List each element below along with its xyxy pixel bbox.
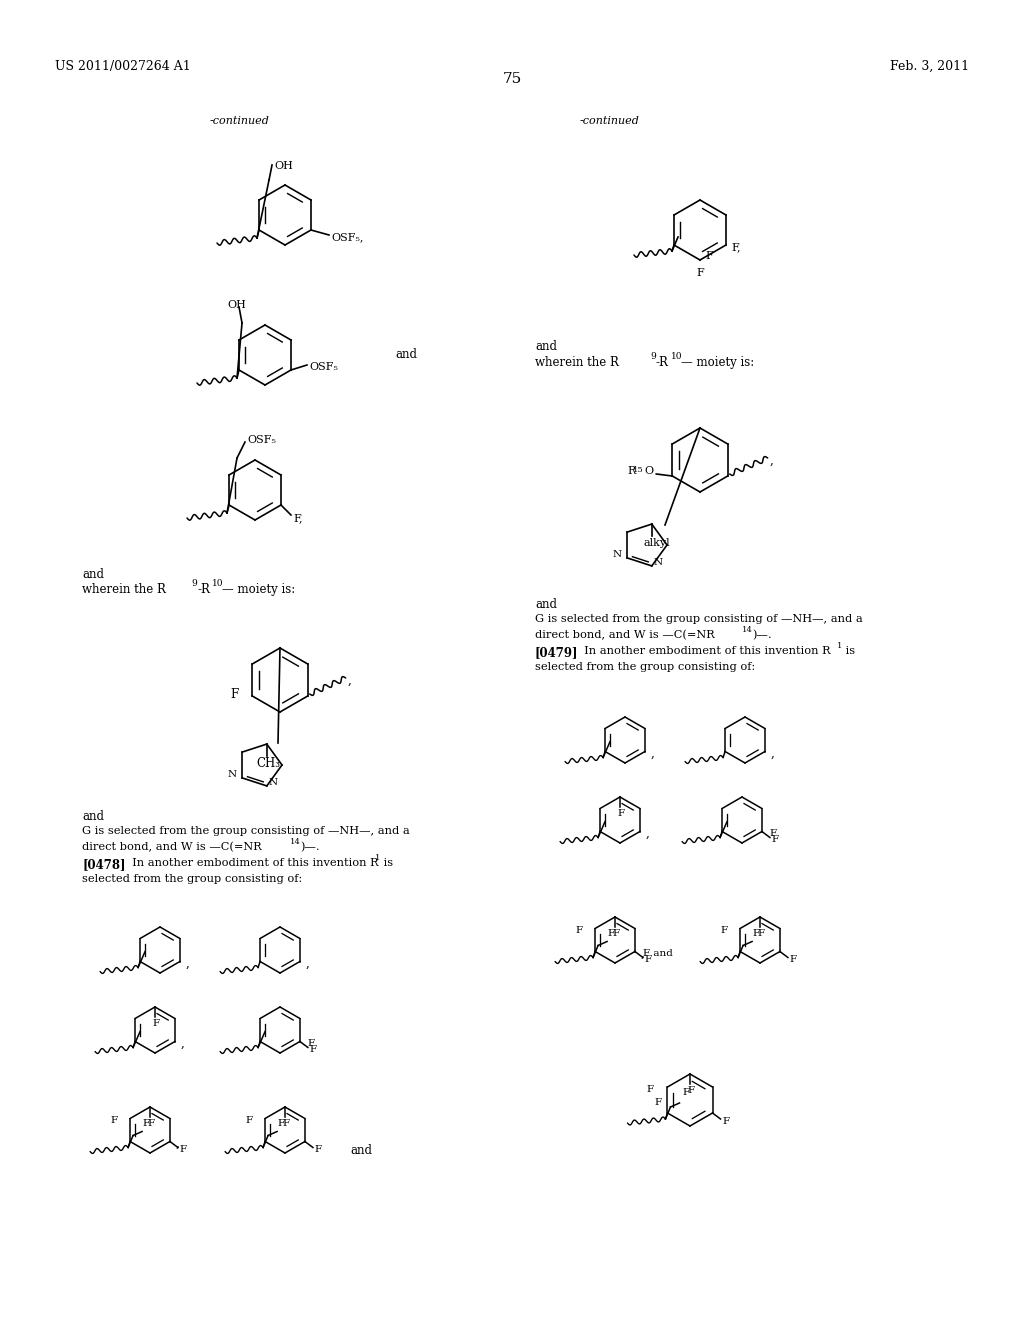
Text: F: F bbox=[646, 1085, 653, 1093]
Text: and: and bbox=[82, 568, 104, 581]
Text: N: N bbox=[653, 558, 663, 568]
Text: direct bond, and W is —C(=NR: direct bond, and W is —C(=NR bbox=[82, 842, 262, 853]
Text: )—.: )—. bbox=[752, 630, 772, 640]
Text: F: F bbox=[612, 929, 620, 939]
Text: ,: , bbox=[771, 747, 775, 760]
Text: OSF₅,: OSF₅, bbox=[331, 232, 364, 242]
Text: F: F bbox=[282, 1119, 289, 1129]
Text: 1: 1 bbox=[837, 642, 843, 649]
Text: N: N bbox=[612, 550, 622, 560]
Text: F: F bbox=[654, 1098, 662, 1107]
Text: and: and bbox=[350, 1143, 372, 1156]
Text: F: F bbox=[682, 1088, 689, 1097]
Text: [0479]: [0479] bbox=[535, 645, 579, 659]
Text: [0478]: [0478] bbox=[82, 858, 126, 871]
Text: F: F bbox=[772, 836, 779, 845]
Text: ,: , bbox=[176, 1137, 180, 1150]
Text: wherein the R: wherein the R bbox=[82, 583, 166, 597]
Text: and: and bbox=[395, 348, 417, 362]
Text: F,: F, bbox=[731, 242, 740, 252]
Text: In another embodiment of this invention R: In another embodiment of this invention … bbox=[125, 858, 379, 869]
Text: OSF₅: OSF₅ bbox=[309, 362, 338, 372]
Text: F: F bbox=[790, 956, 797, 965]
Text: F: F bbox=[310, 1045, 317, 1055]
Text: F: F bbox=[645, 956, 652, 965]
Text: ,: , bbox=[641, 946, 645, 960]
Text: N: N bbox=[227, 771, 237, 779]
Text: -R: -R bbox=[197, 583, 210, 597]
Text: G is selected from the group consisting of —NH—, and a: G is selected from the group consisting … bbox=[82, 826, 410, 836]
Text: CH₃: CH₃ bbox=[257, 758, 281, 770]
Text: F: F bbox=[147, 1119, 155, 1129]
Text: -continued: -continued bbox=[210, 116, 270, 125]
Text: F: F bbox=[753, 929, 760, 939]
Text: F: F bbox=[723, 1117, 730, 1126]
Text: O: O bbox=[644, 466, 653, 477]
Text: Feb. 3, 2011: Feb. 3, 2011 bbox=[890, 59, 969, 73]
Text: F: F bbox=[705, 251, 713, 261]
Text: F: F bbox=[315, 1146, 322, 1155]
Text: ,: , bbox=[651, 747, 654, 760]
Text: OSF₅: OSF₅ bbox=[247, 436, 275, 445]
Text: OH: OH bbox=[227, 300, 246, 310]
Text: F: F bbox=[230, 688, 239, 701]
Text: )—.: )—. bbox=[300, 842, 319, 853]
Text: F: F bbox=[111, 1115, 118, 1125]
Text: In another embodiment of this invention R: In another embodiment of this invention … bbox=[577, 645, 830, 656]
Text: F: F bbox=[607, 929, 614, 939]
Text: 15: 15 bbox=[633, 466, 644, 474]
Text: US 2011/0027264 A1: US 2011/0027264 A1 bbox=[55, 59, 190, 73]
Text: F: F bbox=[142, 1119, 150, 1129]
Text: F: F bbox=[278, 1119, 285, 1129]
Text: R: R bbox=[628, 466, 636, 477]
Text: selected from the group consisting of:: selected from the group consisting of: bbox=[535, 663, 756, 672]
Text: 10: 10 bbox=[671, 352, 683, 360]
Text: F: F bbox=[687, 1086, 694, 1096]
Text: ,: , bbox=[186, 957, 189, 970]
Text: 75: 75 bbox=[503, 73, 521, 86]
Text: 9: 9 bbox=[650, 352, 655, 360]
Text: ,: , bbox=[348, 673, 351, 686]
Text: F: F bbox=[721, 927, 728, 935]
Text: direct bond, and W is —C(=NR: direct bond, and W is —C(=NR bbox=[535, 630, 715, 640]
Text: 1: 1 bbox=[375, 854, 380, 862]
Text: ,: , bbox=[646, 828, 650, 840]
Text: — moiety is:: — moiety is: bbox=[681, 356, 755, 370]
Text: 10: 10 bbox=[212, 579, 223, 587]
Text: F: F bbox=[152, 1019, 159, 1028]
Text: F: F bbox=[696, 268, 703, 279]
Text: F: F bbox=[180, 1146, 187, 1155]
Text: 14: 14 bbox=[742, 626, 753, 634]
Text: F: F bbox=[575, 927, 583, 935]
Text: N: N bbox=[268, 779, 278, 788]
Text: ,: , bbox=[770, 454, 773, 466]
Text: is: is bbox=[842, 645, 855, 656]
Text: F: F bbox=[246, 1115, 253, 1125]
Text: wherein the R: wherein the R bbox=[535, 356, 618, 370]
Text: G is selected from the group consisting of —NH—, and a: G is selected from the group consisting … bbox=[535, 614, 863, 624]
Text: is: is bbox=[380, 858, 393, 869]
Text: ,: , bbox=[306, 957, 310, 970]
Text: and: and bbox=[535, 341, 557, 352]
Text: 9: 9 bbox=[191, 579, 197, 587]
Text: — moiety is:: — moiety is: bbox=[222, 583, 295, 597]
Text: F and: F and bbox=[643, 949, 673, 958]
Text: -continued: -continued bbox=[580, 116, 640, 125]
Text: alkyl: alkyl bbox=[644, 539, 671, 548]
Text: ,: , bbox=[181, 1038, 184, 1049]
Text: and: and bbox=[82, 810, 104, 822]
Text: F: F bbox=[770, 829, 777, 838]
Text: F: F bbox=[757, 929, 764, 939]
Text: -R: -R bbox=[656, 356, 669, 370]
Text: selected from the group consisting of:: selected from the group consisting of: bbox=[82, 874, 302, 884]
Text: F,: F, bbox=[293, 513, 302, 523]
Text: F: F bbox=[617, 809, 624, 818]
Text: F: F bbox=[308, 1039, 315, 1048]
Text: and: and bbox=[535, 598, 557, 611]
Text: 14: 14 bbox=[290, 838, 301, 846]
Text: OH: OH bbox=[274, 161, 293, 172]
